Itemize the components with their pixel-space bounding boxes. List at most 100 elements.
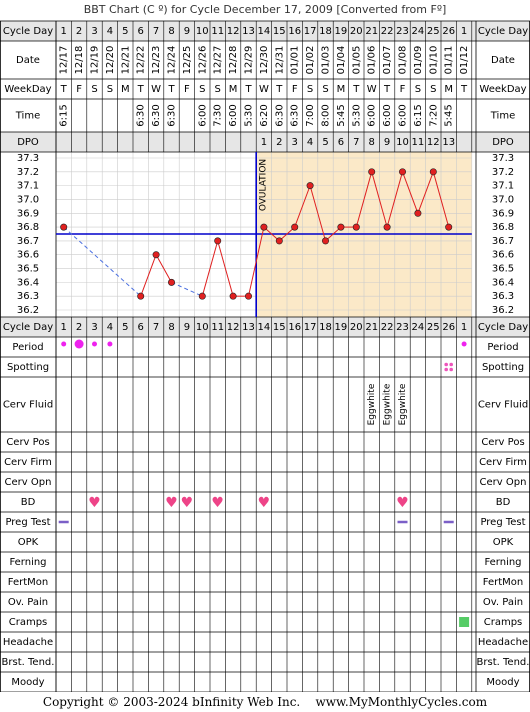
cycle-day-cell: 3	[91, 26, 97, 37]
time-cell: 6:00	[367, 104, 378, 126]
time-cell: 6:30	[274, 104, 285, 126]
cycle-day-cell: 13	[242, 26, 255, 37]
temp-gap-line	[63, 226, 142, 297]
temp-tick-label-left: 36.5	[17, 264, 39, 275]
row-label-right-period: Period	[487, 342, 518, 353]
row-label-left-period: Period	[12, 342, 43, 353]
row-label-left-cycle_day: Cycle Day	[3, 322, 53, 333]
time-cell: 7:30	[213, 104, 224, 126]
cycle-day-cell: 4	[107, 26, 113, 37]
temp-tick-label-left: 36.3	[17, 291, 39, 302]
row-label-left-ferning: Ferning	[9, 557, 46, 568]
temp-tick-label-left: 37.3	[17, 153, 39, 164]
temp-line	[402, 171, 419, 214]
dpo-cell: 7	[353, 137, 359, 148]
date-cell: 01/10	[428, 46, 439, 75]
temp-point	[260, 223, 268, 231]
cycle-day-cell: 22	[381, 322, 394, 333]
cycle-day-cell: 26	[442, 322, 455, 333]
bd-heart: ♥	[181, 495, 194, 511]
temp-point	[137, 292, 145, 300]
temp-point	[352, 223, 360, 231]
temp-line	[386, 171, 403, 228]
weekday-cell: M	[229, 84, 238, 95]
temp-point	[414, 209, 422, 217]
cycle-day-cell: 17	[304, 322, 317, 333]
ovulation-label: OVULATION	[259, 159, 269, 211]
weekday-cell: F	[400, 84, 406, 95]
row-label-right-fertmon: FertMon	[483, 577, 523, 588]
cycle-day-cell: 14	[258, 26, 271, 37]
spotting-dot	[444, 362, 449, 367]
weekday-cell: T	[137, 84, 145, 95]
temp-tick-label-left: 37.1	[17, 181, 39, 192]
row-label-right-time: Time	[490, 111, 515, 122]
row-label-left-cramps: Cramps	[9, 617, 48, 628]
temp-point	[306, 182, 314, 190]
temp-tick-label-left: 36.2	[17, 305, 39, 316]
date-cell: 01/08	[398, 46, 409, 75]
weekday-cell: T	[460, 84, 468, 95]
row-label-right-moody: Moody	[486, 677, 519, 688]
weekday-cell: S	[199, 84, 205, 95]
cycle-day-cell: 5	[122, 322, 128, 333]
row-label-right-spotting: Spotting	[482, 362, 524, 373]
date-cell: 12/21	[120, 46, 131, 75]
time-cell: 5:45	[444, 104, 455, 126]
temp-tick-label-left: 36.7	[17, 236, 39, 247]
row-label-right-cycle_day: Cycle Day	[478, 26, 528, 37]
cycle-day-cell: 24	[412, 26, 425, 37]
weekday-cell: T	[60, 84, 68, 95]
time-cell: 6:00	[197, 104, 208, 126]
cycle-day-cell: 14	[258, 322, 271, 333]
weekday-cell: S	[91, 84, 97, 95]
temp-tick-label-right: 36.9	[492, 208, 514, 219]
temp-line	[217, 240, 234, 297]
row-label-right-dpo: DPO	[492, 137, 514, 148]
temp-tick-label-right: 36.8	[492, 222, 514, 233]
date-cell: 01/01	[290, 46, 301, 75]
temp-line	[309, 185, 326, 242]
temp-tick-label-right: 36.6	[492, 250, 514, 261]
dpo-cell: 4	[307, 137, 313, 148]
temp-line	[248, 226, 265, 297]
date-cell: 12/18	[74, 46, 85, 75]
row-label-left-time: Time	[15, 111, 40, 122]
copyright-footer: Copyright © 2003-2024 bInfinity Web Inc.…	[42, 695, 488, 709]
date-cell: 01/06	[367, 46, 378, 75]
temp-tick-label-right: 36.5	[492, 264, 514, 275]
row-label-left-fertmon: FertMon	[8, 577, 48, 588]
cycle-day-cell: 1	[61, 26, 67, 37]
row-label-left-moody: Moody	[11, 677, 44, 688]
cycle-day-cell: 24	[412, 322, 425, 333]
chart-title: BBT Chart (C º) for Cycle December 17, 2…	[83, 3, 447, 16]
row-label-right-cerv_fluid: Cerv Fluid	[478, 400, 528, 411]
row-label-left-opk: OPK	[18, 537, 39, 548]
temp-tick-label-right: 37.3	[492, 153, 514, 164]
dpo-cell: 11	[412, 137, 425, 148]
weekday-cell: S	[430, 84, 436, 95]
date-cell: 12/28	[228, 46, 239, 75]
bd-heart: ♥	[258, 495, 271, 511]
cycle-day-cell: 25	[427, 26, 440, 37]
cycle-day-cell: 20	[350, 322, 363, 333]
date-cell: 01/04	[336, 46, 347, 75]
row-label-right-cerv_firm: Cerv Firm	[479, 457, 527, 468]
row-label-left-bd: BD	[21, 497, 36, 508]
row-label-right-preg_test: Preg Test	[480, 517, 525, 528]
time-cell: 5:30	[351, 104, 362, 126]
weekday-cell: W	[151, 84, 161, 95]
date-cell: 01/11	[444, 46, 455, 75]
row-label-left-brst_tend: Brst. Tend.	[2, 657, 55, 668]
temp-point	[198, 292, 206, 300]
dpo-cell: 9	[384, 137, 390, 148]
bd-heart: ♥	[165, 495, 178, 511]
row-label-right-date: Date	[491, 55, 515, 66]
cycle-day-cell: 20	[350, 26, 363, 37]
temp-point	[168, 278, 176, 286]
date-cell: 12/27	[213, 46, 224, 75]
temp-tick-label-left: 37.2	[17, 167, 39, 178]
temp-tick-label-left: 36.8	[17, 222, 39, 233]
time-cell: 6:30	[136, 104, 147, 126]
cycle-day-cell: 1	[461, 322, 467, 333]
